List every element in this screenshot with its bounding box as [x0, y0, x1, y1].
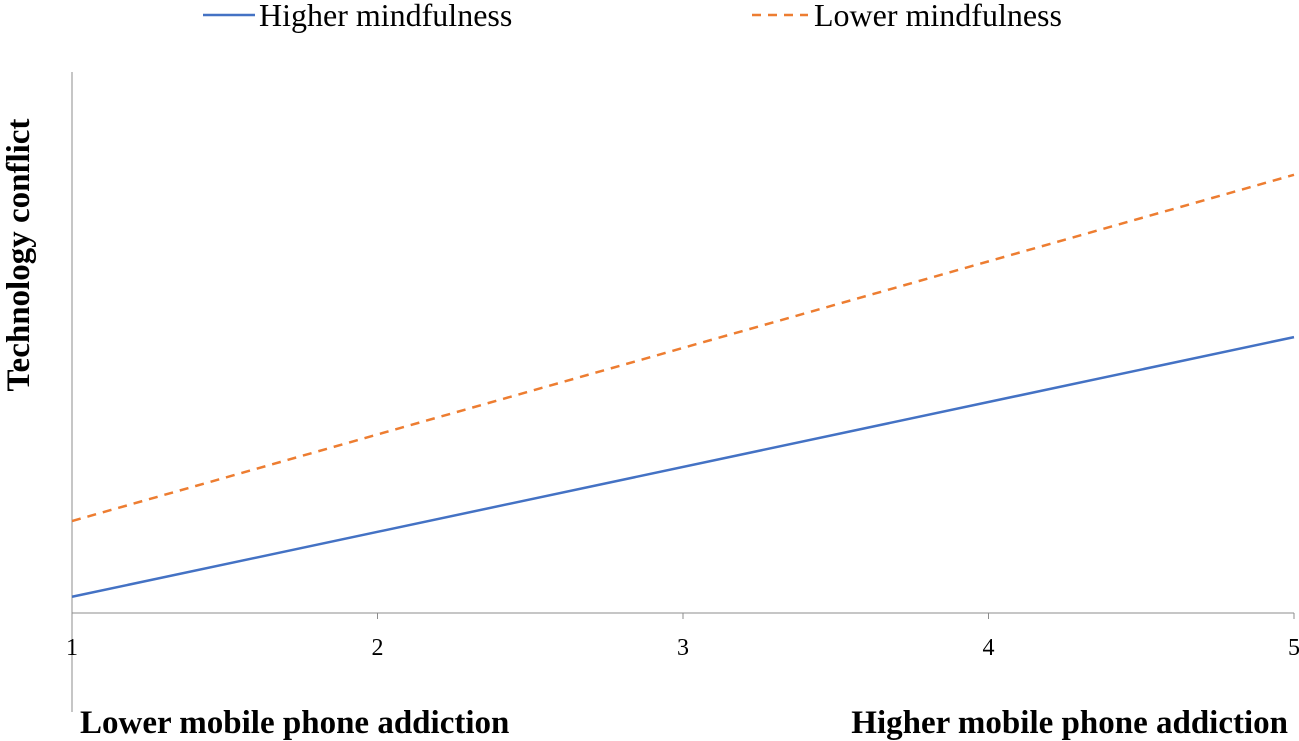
legend-label-higher-mindfulness: Higher mindfulness — [259, 0, 512, 33]
x-tick-label-4: 4 — [983, 635, 995, 661]
series-line-higher-mindfulness — [71, 335, 1295, 598]
x-tick-label-2: 2 — [372, 635, 384, 661]
x-tick-label-3: 3 — [677, 635, 689, 661]
x-tick-labels: 1 2 3 4 5 — [66, 635, 1299, 661]
series-line-lower-mindfulness — [71, 173, 1295, 523]
x-ticks — [71, 613, 1295, 619]
x-tick-label-5: 5 — [1288, 635, 1299, 661]
series-layer — [71, 173, 1295, 598]
x-axis-label-left: Lower mobile phone addiction — [80, 705, 509, 741]
legend-label-lower-mindfulness: Lower mindfulness — [814, 0, 1062, 33]
legend: Higher mindfulness Lower mindfulness — [203, 0, 1062, 33]
x-axis-label-right: Higher mobile phone addiction — [851, 705, 1288, 741]
y-axis-title: Technology conflict — [1, 119, 37, 392]
x-tick-label-1: 1 — [66, 635, 78, 661]
